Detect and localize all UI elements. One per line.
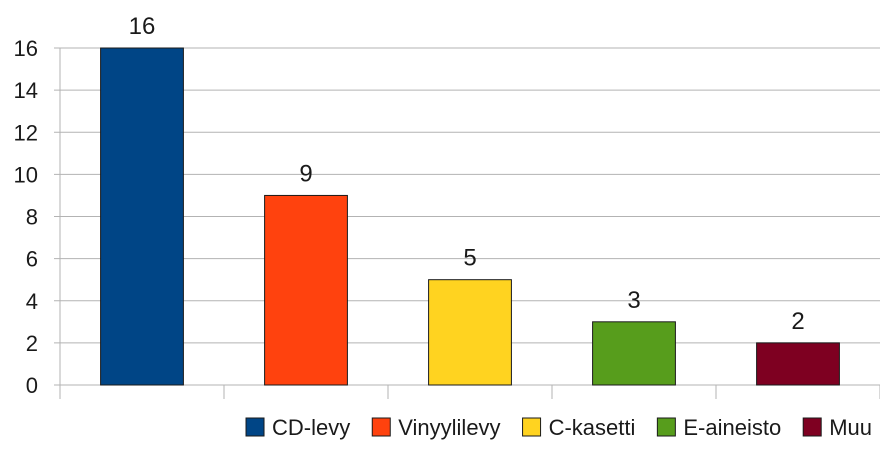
legend-label-c-kasetti: C-kasetti xyxy=(549,415,636,440)
grid xyxy=(60,47,880,386)
y-tick-label: 8 xyxy=(26,205,38,230)
data-label: 16 xyxy=(129,13,156,40)
axes: 0 2 4 6 8 10 12 14 16 xyxy=(14,36,880,399)
y-tick-label: 14 xyxy=(14,78,38,103)
y-tick-label: 2 xyxy=(26,331,38,356)
bars xyxy=(100,47,840,386)
data-label: 2 xyxy=(791,308,804,335)
data-label: 9 xyxy=(299,160,312,187)
y-tick-label: 6 xyxy=(26,247,38,272)
legend-swatch-vinyylilevy xyxy=(371,417,391,437)
y-tick-label: 0 xyxy=(26,373,38,398)
legend-swatch-cd-levy xyxy=(245,417,265,437)
bar-vinyylilevy xyxy=(264,194,348,386)
bar-cd-levy xyxy=(100,47,184,386)
legend-label-vinyylilevy: Vinyylilevy xyxy=(398,415,500,440)
y-tick-label: 12 xyxy=(14,120,38,145)
legend: CD-levy Vinyylilevy C-kasetti E-aineisto Muu xyxy=(245,415,872,440)
legend-label-muu: Muu xyxy=(829,415,872,440)
data-labels: 16 9 5 3 2 xyxy=(129,13,805,335)
legend-swatch-e-aineisto xyxy=(656,417,676,437)
bar-e-aineisto xyxy=(592,321,676,386)
legend-label-e-aineisto: E-aineisto xyxy=(683,415,781,440)
data-label: 3 xyxy=(627,287,640,314)
y-tick-label: 4 xyxy=(26,289,38,314)
data-label: 5 xyxy=(463,245,476,272)
y-tick-label: 16 xyxy=(14,36,38,61)
y-tick-label: 10 xyxy=(14,162,38,187)
legend-swatch-c-kasetti xyxy=(522,417,542,437)
bar-muu xyxy=(756,342,840,386)
legend-label-cd-levy: CD-levy xyxy=(272,415,350,440)
legend-swatch-muu xyxy=(802,417,822,437)
bar-c-kasetti xyxy=(428,279,512,386)
